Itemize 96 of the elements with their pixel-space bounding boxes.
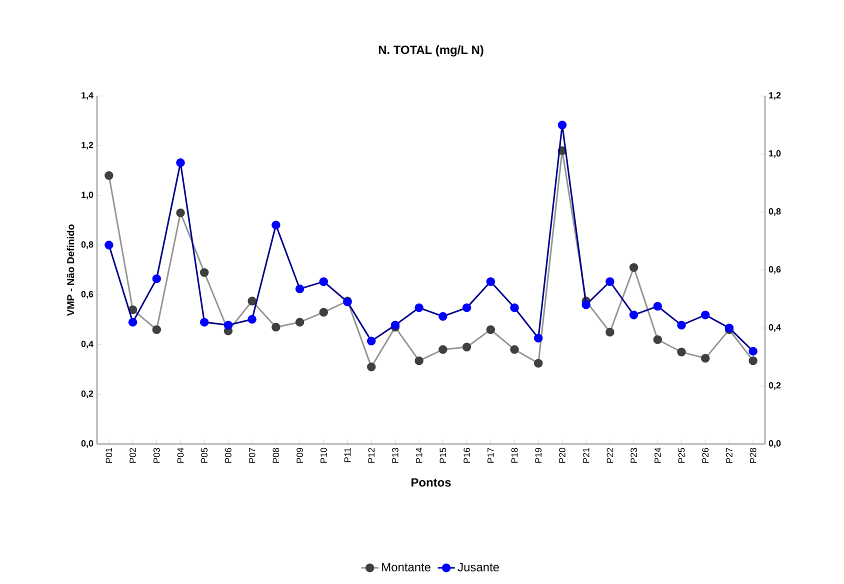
point — [224, 320, 233, 330]
point — [653, 335, 662, 344]
x-tick-label: P20 — [559, 448, 566, 463]
point — [176, 208, 185, 218]
x-axis-title: Pontos — [412, 478, 451, 487]
point — [677, 320, 686, 330]
point — [272, 322, 280, 332]
y-tick-label: 0,4 — [81, 340, 94, 348]
x-tick-label: P14 — [416, 448, 422, 463]
point — [629, 263, 638, 272]
x-tick-label: P25 — [678, 448, 685, 463]
x-tick-label: P05 — [201, 448, 208, 463]
x-tick-label: P19 — [535, 448, 542, 463]
x-tick-label: P27 — [726, 448, 732, 463]
x-tick-label: P10 — [320, 448, 327, 463]
x-tick-label: P09 — [296, 448, 303, 463]
point — [200, 268, 209, 277]
x-tick-label: P16 — [464, 448, 470, 463]
point — [272, 220, 280, 230]
point — [653, 302, 662, 311]
point — [748, 346, 758, 356]
point — [558, 120, 567, 130]
point — [606, 328, 614, 337]
x-tick-label: P12 — [368, 448, 374, 463]
x-tick-label: P26 — [702, 448, 709, 463]
y2-tick-label: 0,6 — [768, 266, 781, 274]
point — [366, 336, 376, 346]
point — [510, 345, 519, 354]
y2-tick-label: 0,8 — [768, 208, 781, 216]
point — [700, 310, 710, 320]
point — [128, 305, 138, 314]
x-tick-label: P18 — [511, 448, 518, 463]
y-tick-label: 0,2 — [81, 390, 94, 398]
legend-label: Montante — [382, 563, 430, 572]
point — [414, 303, 424, 312]
point — [128, 318, 138, 327]
point — [486, 277, 496, 286]
x-tick-label: P11 — [344, 448, 351, 462]
y-tick-label: 1,4 — [82, 92, 94, 100]
y2-tick-label: 1,2 — [769, 92, 781, 100]
x-tick-label: P03 — [153, 448, 160, 463]
y2-tick-label: 0,2 — [768, 382, 781, 390]
x-tick-label: P13 — [392, 448, 398, 463]
x-tick-label: P21 — [582, 448, 590, 463]
point — [629, 310, 638, 320]
legend-label: Jusante — [458, 563, 499, 572]
point — [438, 312, 448, 321]
x-tick-label: P15 — [440, 448, 446, 463]
point — [414, 356, 424, 366]
point — [176, 158, 185, 168]
x-tick-label: P23 — [630, 448, 637, 463]
point — [677, 348, 686, 356]
y2-tick-label: 1,0 — [769, 150, 781, 158]
point — [295, 318, 304, 327]
y-tick-label: 0,0 — [81, 440, 94, 448]
y-tick-label: 0,6 — [81, 291, 94, 299]
x-tick-label: P07 — [248, 448, 256, 463]
point — [152, 274, 162, 284]
point — [700, 354, 710, 363]
y-tick-label: 1,0 — [82, 192, 94, 200]
point — [390, 320, 400, 330]
x-tick-label: P02 — [130, 448, 136, 463]
point — [319, 277, 328, 286]
point — [104, 240, 114, 250]
point — [606, 277, 614, 286]
x-tick-label: P01 — [106, 448, 112, 463]
x-tick-label: P08 — [272, 448, 280, 463]
point — [152, 325, 162, 334]
y-tick-label: 0,8 — [81, 241, 94, 249]
x-tick-label: P17 — [488, 448, 494, 463]
point — [248, 314, 256, 324]
x-tick-label: P28 — [750, 448, 756, 463]
point — [534, 334, 543, 343]
point — [486, 325, 496, 334]
point — [319, 308, 328, 317]
x-tick-label: P04 — [177, 448, 184, 463]
point — [462, 342, 472, 352]
point — [104, 171, 114, 180]
point — [582, 300, 590, 310]
point — [200, 318, 209, 327]
point — [248, 296, 256, 306]
point — [438, 345, 448, 354]
point — [462, 303, 472, 312]
x-tick-label: P24 — [654, 448, 661, 463]
chart-title: N. TOTAL (mg/L N) — [378, 45, 484, 56]
y2-tick-label: 0,4 — [768, 324, 781, 332]
point — [366, 362, 376, 372]
x-tick-label: P06 — [225, 448, 232, 463]
y2-tick-label: 0,0 — [768, 440, 781, 448]
point — [534, 358, 543, 368]
point — [748, 356, 758, 366]
y-tick-label: 1,2 — [82, 142, 94, 150]
x-tick-label: P22 — [606, 448, 614, 463]
point — [510, 303, 519, 312]
point — [295, 284, 304, 294]
y-axis-title: VMP - Não Definido — [66, 224, 74, 316]
